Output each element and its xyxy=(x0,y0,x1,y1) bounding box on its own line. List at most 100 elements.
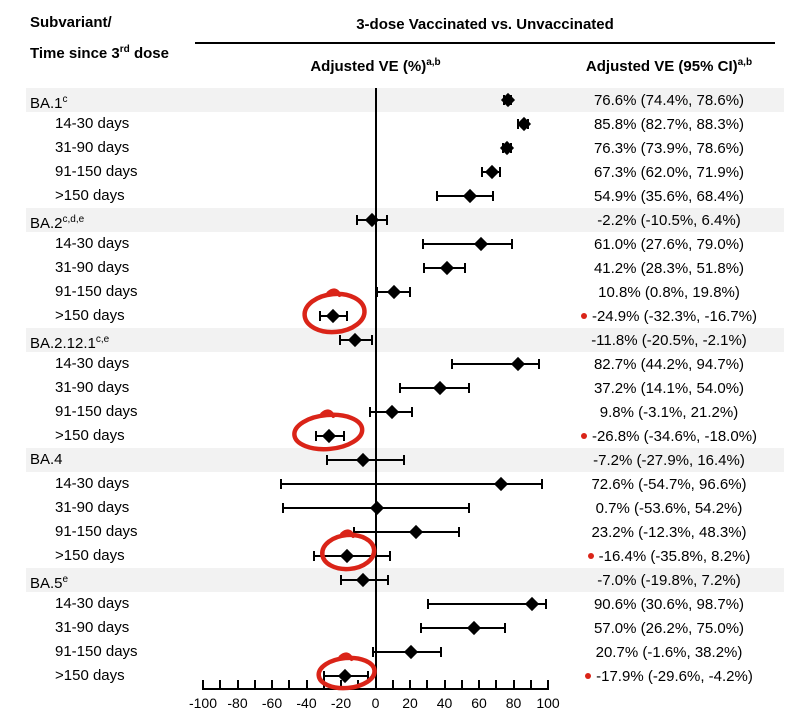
ci-cap-low xyxy=(318,311,321,321)
row-label-text: 91-150 days xyxy=(55,163,138,180)
ci-cap-high xyxy=(440,647,443,657)
ve-ci-value: -24.9% (-32.3%, -16.7%) xyxy=(556,304,782,328)
ve-ci-value: 0.7% (-53.6%, 54.2%) xyxy=(556,496,782,520)
section-shading-band xyxy=(26,328,784,352)
ci-cap-high xyxy=(492,191,495,201)
ve-ci-value: 61.0% (27.6%, 79.0%) xyxy=(556,232,782,256)
ci-text: 9.8% (-3.1%, 21.2%) xyxy=(599,403,739,421)
point-estimate-diamond xyxy=(369,500,384,516)
x-axis-tick-label: -20 xyxy=(330,695,352,711)
ci-text: 72.6% (-54.7%, 96.6%) xyxy=(591,475,747,493)
header-rule xyxy=(195,42,775,44)
ci-cap-low xyxy=(282,503,285,513)
row-label-text: 14-30 days xyxy=(55,115,130,132)
row-label-text: >150 days xyxy=(55,547,125,564)
ci-cap-high xyxy=(345,311,348,321)
x-axis-tick xyxy=(288,680,291,688)
x-axis-tick-label: 100 xyxy=(536,695,560,711)
point-estimate-diamond xyxy=(325,308,340,324)
ci-cap-high xyxy=(467,503,470,513)
row-label-time-bin: 31-90 days xyxy=(55,136,129,160)
row-label-time-bin: 31-90 days xyxy=(55,256,129,280)
ci-text: 76.6% (74.4%, 78.6%) xyxy=(593,91,745,109)
footnote-superscript: c,e xyxy=(95,334,110,345)
adjusted-ve-label: Adjusted VE (%) xyxy=(310,58,427,75)
footnote-superscript: a,b xyxy=(426,57,441,68)
row-label-text: 31-90 days xyxy=(55,499,130,516)
ci-cap-low xyxy=(326,455,329,465)
row-label-text: 91-150 days xyxy=(55,643,138,660)
x-axis-line xyxy=(202,688,549,690)
row-label-time-bin: 31-90 days xyxy=(55,496,129,520)
ci-text: 85.8% (82.7%, 88.3%) xyxy=(593,115,745,133)
x-axis-tick xyxy=(529,680,532,688)
row-label-time-bin: 14-30 days xyxy=(55,472,129,496)
point-estimate-diamond xyxy=(524,596,539,612)
ci-text: -24.9% (-32.3%, -16.7%) xyxy=(591,307,758,325)
row-label-time-bin: 91-150 days xyxy=(55,640,138,664)
time-since-dose-text: Time since 3 xyxy=(30,45,120,62)
x-axis-tick-label: 60 xyxy=(471,695,487,711)
significant-negative-red-dot xyxy=(580,313,587,319)
point-estimate-diamond xyxy=(511,356,526,372)
ci-text: 20.7% (-1.6%, 38.2%) xyxy=(595,643,743,661)
ordinal-superscript: rd xyxy=(119,44,130,55)
ci-text: -17.9% (-29.6%, -4.2%) xyxy=(596,667,753,685)
row-label-text: BA.1 xyxy=(30,95,63,112)
row-label-subvariant: BA.4 xyxy=(30,448,63,472)
ve-ci-value: 85.8% (82.7%, 88.3%) xyxy=(556,112,782,136)
x-axis-tick xyxy=(443,680,446,688)
row-label-subvariant: BA.2.12.1c,e xyxy=(30,328,109,352)
ve-ci-value: 54.9% (35.6%, 68.4%) xyxy=(556,184,782,208)
x-axis-tick xyxy=(340,680,342,688)
x-axis-tick xyxy=(271,680,273,688)
ve-ci-value: 76.3% (73.9%, 78.6%) xyxy=(556,136,782,160)
ve-ci-value: -16.4% (-35.8%, 8.2%) xyxy=(556,544,782,568)
x-axis-tick-label: -60 xyxy=(261,695,283,711)
point-estimate-diamond xyxy=(484,164,499,180)
ci-cap-high xyxy=(370,335,373,345)
section-shading-band xyxy=(26,88,784,112)
x-axis-tick-label: 40 xyxy=(436,695,453,711)
ve-ci-value: -2.2% (-10.5%, 6.4%) xyxy=(556,208,782,232)
x-axis-tick xyxy=(357,680,360,688)
ci-text: -2.2% (-10.5%, 6.4%) xyxy=(597,211,741,229)
ci-cap-low xyxy=(280,479,283,489)
ci-cap-low xyxy=(427,599,430,609)
ci-cap-high xyxy=(541,479,544,489)
ci-text: 37.2% (14.1%, 54.0%) xyxy=(593,379,745,397)
ci-cap-high xyxy=(463,263,466,273)
ci-text: 61.0% (27.6%, 79.0%) xyxy=(593,235,745,253)
ci-cap-low xyxy=(398,383,401,393)
ve-ci-value: -17.9% (-29.6%, -4.2%) xyxy=(556,664,782,688)
ci-text: -26.8% (-34.6%, -18.0%) xyxy=(591,427,758,445)
row-label-time-bin: 91-150 days xyxy=(55,520,138,544)
x-axis-tick-label: 20 xyxy=(402,695,418,711)
footnote-superscript: c,d,e xyxy=(62,214,85,225)
row-label-text: 31-90 days xyxy=(55,619,130,636)
ci-cap-high xyxy=(467,383,470,393)
row-label-time-bin: >150 days xyxy=(55,544,125,568)
ci-cap-low xyxy=(422,239,425,249)
hand-drawn-circle-pen-overlap xyxy=(340,529,356,538)
ci-cap-low xyxy=(340,575,343,585)
ci-cap-high xyxy=(385,215,388,225)
x-axis-tick xyxy=(409,680,411,688)
ve-ci-value: 82.7% (44.2%, 94.7%) xyxy=(556,352,782,376)
x-axis-tick xyxy=(495,680,498,688)
ci-cap-low xyxy=(419,623,422,633)
footnote-superscript: e xyxy=(62,574,69,585)
ci-cap-high xyxy=(510,239,513,249)
footnote-superscript: a,b xyxy=(737,57,753,68)
adjusted-ve-ci-label: Adjusted VE (95% CI) xyxy=(585,58,738,75)
ve-ci-value: -11.8% (-20.5%, -2.1%) xyxy=(556,328,782,352)
point-estimate-diamond xyxy=(322,428,337,444)
ci-whisker xyxy=(420,627,505,629)
row-label-time-bin: 31-90 days xyxy=(55,376,129,400)
section-shading-band xyxy=(26,208,784,232)
row-label-text: BA.5 xyxy=(30,575,63,592)
ci-cap-high xyxy=(537,359,540,369)
ve-ci-value: 67.3% (62.0%, 71.9%) xyxy=(556,160,782,184)
footnote-superscript: c xyxy=(62,94,68,105)
row-label-text: 31-90 days xyxy=(55,379,130,396)
